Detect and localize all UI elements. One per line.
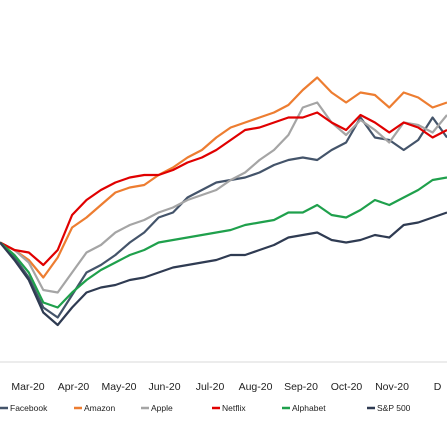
legend-item: Apple (141, 403, 173, 413)
legend: Facebook Amazon Apple Netflix Alphabet S&P 50… (0, 403, 411, 413)
legend-item: Alphabet (282, 403, 326, 413)
legend-label: Netflix (222, 403, 246, 413)
series-line-facebook (0, 116, 447, 319)
x-tick-label: D (434, 381, 442, 393)
legend-label: Amazon (84, 403, 115, 413)
x-tick-label: Aug-20 (239, 381, 273, 393)
x-axis-ticks: Mar-20 Apr-20 May-20 Jun-20 Jul-20 Aug-20 Sep-… (11, 381, 441, 393)
legend-item: S&P 500 (367, 403, 411, 413)
series-line-amazon (0, 76, 447, 279)
x-tick-label: May-20 (101, 381, 136, 393)
legend-item: Facebook (0, 403, 48, 413)
legend-label: Facebook (10, 403, 48, 413)
x-tick-label: Apr-20 (58, 381, 90, 393)
series-line-apple (0, 101, 447, 294)
series-line-s-p-500 (0, 211, 447, 327)
legend-label: S&P 500 (377, 403, 411, 413)
legend-label: Apple (151, 403, 173, 413)
x-tick-label: Oct-20 (331, 381, 363, 393)
x-tick-label: Mar-20 (11, 381, 44, 393)
series-line-alphabet (0, 176, 447, 309)
x-tick-label: Sep-20 (284, 381, 318, 393)
legend-item: Amazon (74, 403, 115, 413)
legend-label: Alphabet (292, 403, 326, 413)
x-tick-label: Jun-20 (148, 381, 180, 393)
x-tick-label: Jul-20 (196, 381, 225, 393)
legend-item: Netflix (212, 403, 246, 413)
x-tick-label: Nov-20 (375, 381, 409, 393)
series-line-netflix (0, 111, 447, 267)
plot-area (0, 76, 447, 327)
